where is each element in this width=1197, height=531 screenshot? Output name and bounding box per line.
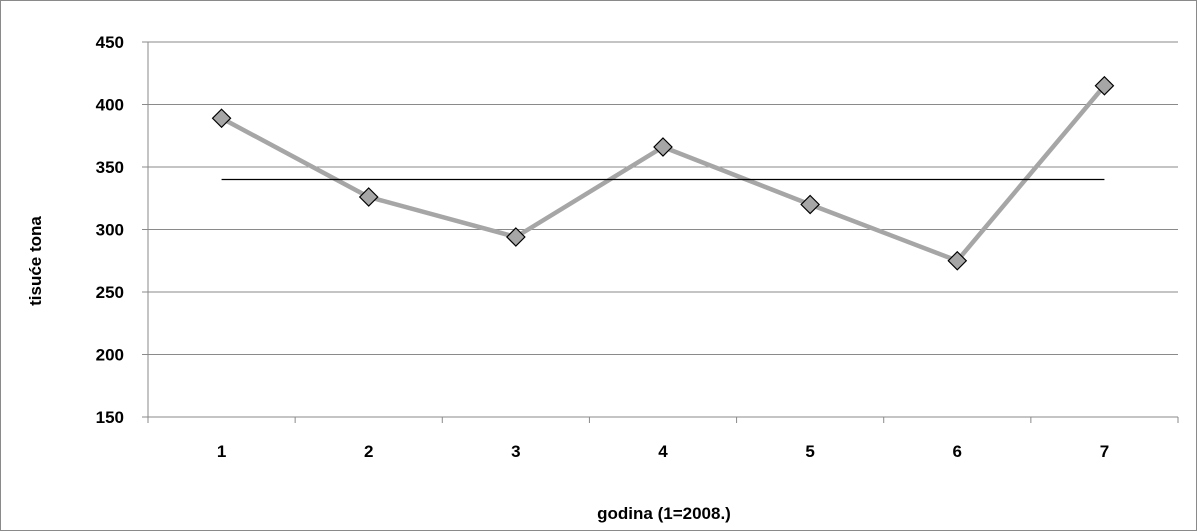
data-point-marker [800, 194, 820, 215]
y-axis-title: tisuće tona [26, 216, 45, 306]
y-tick-label: 450 [96, 33, 124, 52]
x-axis-title: godina (1=2008.) [597, 504, 731, 523]
y-tick-label: 350 [96, 158, 124, 177]
data-point-marker [211, 108, 232, 129]
y-tick-label: 150 [96, 408, 124, 427]
series-layer [211, 75, 1115, 271]
data-point-marker [358, 187, 379, 207]
x-tick-label: 1 [217, 442, 226, 461]
y-tick-label: 250 [96, 283, 124, 302]
x-tick-label: 3 [511, 442, 520, 461]
series-line-1 [220, 84, 1107, 263]
y-tick-label: 400 [96, 96, 124, 115]
y-tick-label: 200 [96, 346, 124, 365]
x-tick-label: 6 [953, 442, 962, 461]
data-point-marker [1094, 75, 1115, 96]
x-tick-labels: 1 2 3 4 5 6 7 [217, 442, 1109, 461]
data-point-marker [947, 250, 968, 271]
x-tick-label: 7 [1100, 442, 1109, 461]
x-tick-label: 2 [364, 442, 373, 461]
x-tick-label: 4 [658, 442, 668, 461]
data-point-marker [653, 137, 673, 157]
axes [142, 41, 1179, 423]
data-point-marker [506, 227, 526, 247]
gridlines [148, 41, 1178, 355]
y-tick-labels: 150 200 250 300 350 400 450 [96, 33, 124, 427]
x-tick-label: 5 [805, 442, 814, 461]
y-tick-label: 300 [96, 221, 124, 240]
